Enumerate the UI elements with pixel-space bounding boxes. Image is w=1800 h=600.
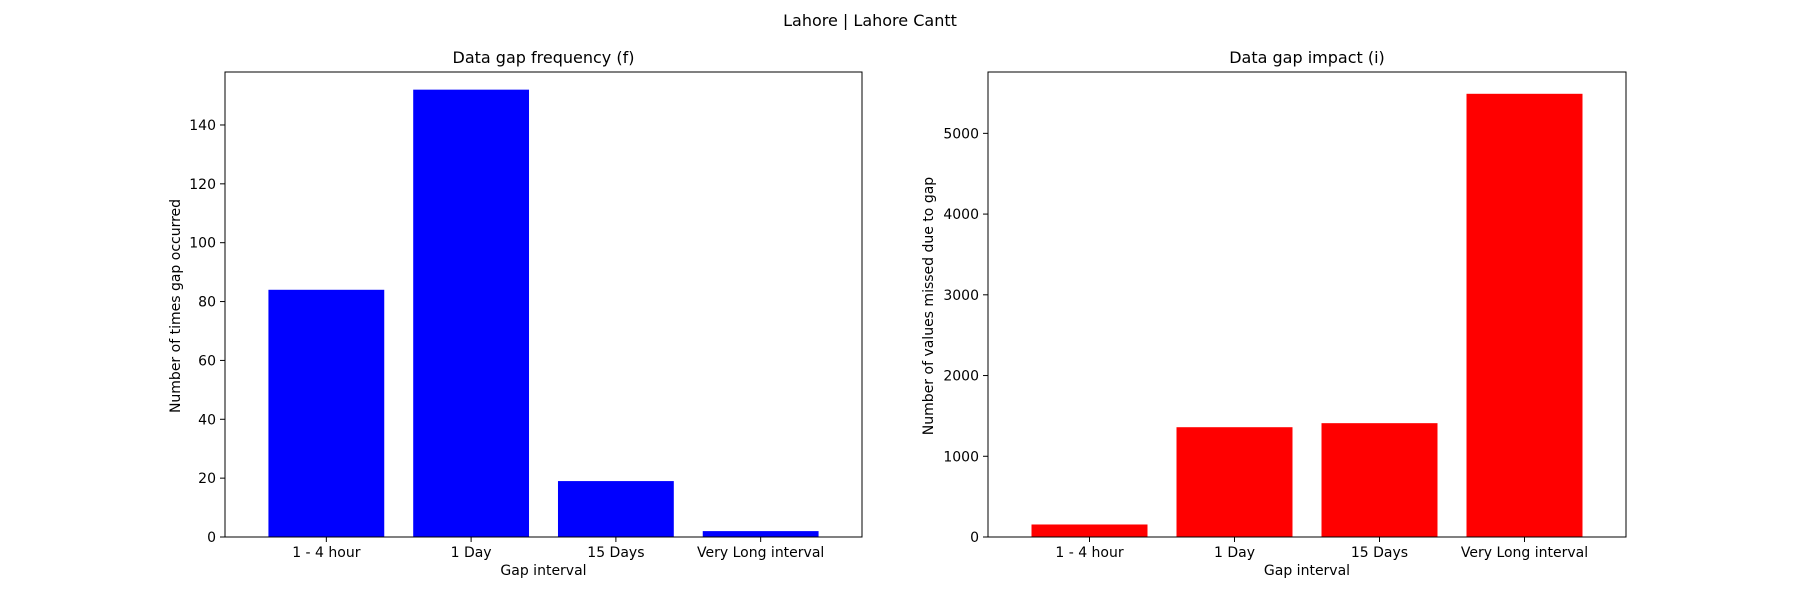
y-tick-label: 60: [198, 353, 216, 369]
chart-bars: [268, 89, 819, 537]
y-tick-label: 4000: [943, 207, 979, 223]
bar: [268, 289, 385, 537]
x-tick-label: 1 - 4 hour: [292, 545, 361, 561]
bar: [557, 481, 674, 537]
x-axis-label: Gap interval: [1264, 563, 1350, 579]
x-tick-label: 1 Day: [1214, 545, 1255, 561]
bar: [1176, 427, 1293, 537]
y-axis-label: Number of times gap occurred: [168, 199, 184, 413]
y-tick-label: 20: [198, 471, 216, 487]
chart-bars: [1031, 93, 1583, 537]
x-axis: 1 - 4 hour 1 Day 15 Days Very Long interval: [1055, 537, 1588, 561]
chart-frequency: Data gap frequency (f) 0 20 40 60 80 100 120 14…: [168, 48, 863, 579]
chart-title: Data gap frequency (f): [453, 48, 635, 67]
bar: [1466, 93, 1583, 537]
bar: [702, 531, 819, 537]
y-axis: 0 20 40 60 80 100 120 140: [189, 118, 225, 546]
bar: [1321, 423, 1438, 537]
y-tick-label: 1000: [943, 449, 979, 465]
y-tick-label: 0: [207, 530, 216, 546]
y-tick-label: 40: [198, 412, 216, 428]
x-tick-label: 15 Days: [587, 545, 644, 561]
plot-frame: [224, 71, 863, 538]
x-tick-label: Very Long interval: [697, 545, 824, 561]
bar: [413, 89, 530, 537]
y-tick-label: 100: [189, 236, 216, 252]
figure-suptitle: Lahore | Lahore Cantt: [783, 11, 957, 30]
y-tick-label: 80: [198, 295, 216, 311]
x-tick-label: Very Long interval: [1461, 545, 1588, 561]
x-tick-label: 15 Days: [1351, 545, 1408, 561]
chart-impact: Data gap impact (i) 0 1000 2000 3000 4000 500…: [921, 48, 1627, 579]
y-tick-label: 3000: [943, 288, 979, 304]
y-tick-label: 2000: [943, 369, 979, 385]
x-axis: 1 - 4 hour 1 Day 15 Days Very Long interval: [292, 537, 824, 561]
y-tick-label: 120: [189, 177, 216, 193]
bar: [1031, 524, 1148, 537]
y-axis: 0 1000 2000 3000 4000 5000: [943, 126, 988, 546]
x-tick-label: 1 Day: [451, 545, 492, 561]
chart-title: Data gap impact (i): [1229, 48, 1385, 67]
y-tick-label: 0: [970, 530, 979, 546]
y-axis-label: Number of values missed due to gap: [921, 177, 937, 435]
y-tick-label: 140: [189, 118, 216, 134]
y-tick-label: 5000: [943, 126, 979, 142]
x-axis-label: Gap interval: [500, 563, 586, 579]
plot-frame: [987, 71, 1627, 538]
x-tick-label: 1 - 4 hour: [1055, 545, 1124, 561]
